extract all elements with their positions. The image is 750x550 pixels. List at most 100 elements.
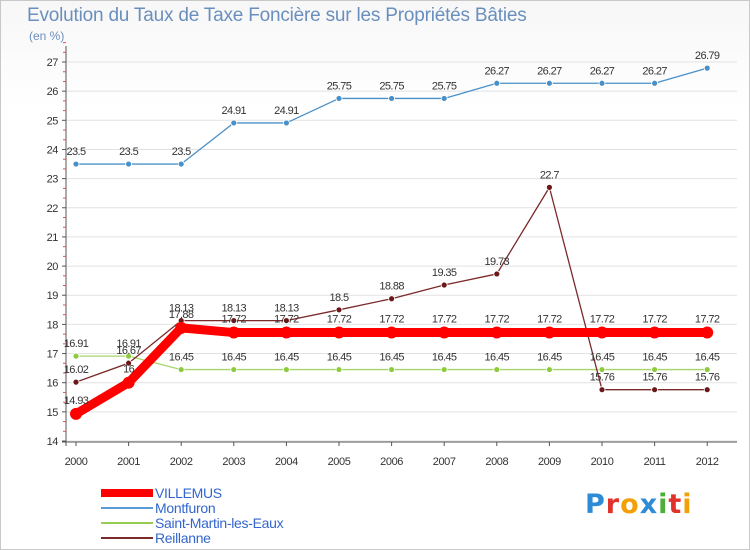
data-label-saint-martin-les-eaux: 16.45 (432, 352, 457, 364)
data-point-reillanne (651, 386, 658, 394)
series-reillanne (72, 183, 711, 394)
data-point-saint-martin-les-eaux (598, 366, 606, 373)
data-point-montfuron (335, 95, 343, 102)
data-point-montfuron (177, 160, 185, 168)
data-point-villemus (122, 376, 135, 389)
x-tick-label: 2012 (696, 456, 719, 468)
proxiti-logo: Proxiti (585, 489, 693, 520)
data-point-villemus (280, 326, 293, 339)
y-tick-label: 16 (47, 378, 59, 390)
logo-letter: x (639, 489, 659, 520)
data-point-villemus (543, 326, 556, 339)
x-tick-label: 2009 (538, 456, 561, 468)
data-point-saint-martin-les-eaux (703, 366, 711, 373)
logo-letter: i (658, 489, 669, 520)
legend-swatch-saint-martin-les-eaux (101, 522, 153, 524)
data-label-saint-martin-les-eaux: 16.45 (642, 352, 667, 364)
data-point-reillanne (440, 281, 448, 289)
data-point-montfuron (388, 95, 396, 102)
data-label-saint-martin-les-eaux: 16.45 (537, 352, 562, 364)
logo-letter: P (585, 489, 606, 520)
y-tick-label: 14 (47, 436, 59, 448)
data-label-villemus: 17.72 (432, 314, 457, 326)
data-point-saint-martin-les-eaux (230, 366, 238, 373)
series-villemus (70, 321, 714, 420)
data-point-saint-martin-les-eaux (282, 366, 290, 373)
y-tick-label: 23 (47, 174, 59, 186)
data-label-reillanne: 18.13 (169, 303, 194, 315)
legend-swatch-montfuron (101, 507, 153, 509)
y-tick-label: 26 (47, 86, 59, 98)
data-label-saint-martin-les-eaux: 16.45 (695, 352, 720, 364)
x-tick-label: 2002 (170, 456, 193, 468)
data-point-reillanne (598, 386, 606, 394)
data-label-saint-martin-les-eaux: 16.45 (590, 352, 615, 364)
data-label-montfuron: 23.5 (172, 146, 191, 158)
data-point-saint-martin-les-eaux (72, 352, 80, 360)
y-tick-label: 21 (47, 232, 59, 244)
x-tick-label: 2005 (328, 456, 351, 468)
data-label-reillanne: 16.02 (64, 364, 89, 376)
data-point-montfuron (546, 79, 553, 87)
data-label-saint-martin-les-eaux: 16.45 (222, 352, 247, 364)
data-point-reillanne (230, 317, 238, 324)
data-label-villemus: 17.72 (642, 314, 667, 326)
data-label-reillanne: 22.7 (540, 169, 559, 181)
data-point-villemus (701, 326, 714, 339)
data-point-villemus (490, 326, 503, 339)
y-tick-label: 22 (47, 203, 59, 215)
data-label-montfuron: 24.91 (274, 105, 299, 117)
data-label-reillanne: 16.67 (116, 345, 141, 357)
data-label-reillanne: 18.88 (379, 281, 404, 293)
data-label-reillanne: 18.13 (274, 303, 299, 315)
chart-title: Evolution du Taux de Taxe Foncière sur l… (27, 5, 527, 26)
x-tick-label: 2004 (275, 456, 298, 468)
legend-swatch-villemus (101, 489, 153, 497)
y-tick-label: 19 (47, 290, 59, 302)
y-tick-label: 20 (47, 261, 59, 273)
data-point-villemus (385, 326, 398, 339)
data-point-villemus (175, 321, 188, 334)
data-label-villemus: 17.72 (222, 314, 247, 326)
data-label-montfuron: 26.27 (485, 65, 510, 77)
data-point-saint-martin-les-eaux (546, 366, 553, 373)
data-label-villemus: 17.72 (485, 314, 510, 326)
data-label-montfuron: 24.91 (222, 105, 247, 117)
data-label-villemus: 16 (123, 364, 135, 376)
series-montfuron (72, 64, 711, 168)
data-point-montfuron (72, 160, 80, 168)
data-label-montfuron: 26.27 (590, 65, 615, 77)
data-point-saint-martin-les-eaux (388, 366, 396, 373)
y-tick-label: 18 (47, 319, 59, 331)
x-tick-label: 2011 (644, 456, 666, 468)
data-label-villemus: 17.72 (274, 314, 299, 326)
data-label-montfuron: 23.5 (66, 146, 85, 158)
data-point-montfuron (493, 79, 501, 87)
logo-letter: i (682, 489, 693, 520)
data-point-montfuron (703, 64, 711, 72)
data-point-reillanne (546, 183, 553, 191)
data-label-villemus: 17.72 (327, 314, 352, 326)
data-label-saint-martin-les-eaux: 16.45 (169, 352, 194, 364)
data-label-montfuron: 26.79 (695, 50, 720, 62)
data-point-montfuron (440, 95, 448, 102)
data-label-villemus: 17.88 (169, 309, 194, 321)
data-label-montfuron: 25.75 (327, 80, 352, 92)
data-label-saint-martin-les-eaux: 16.45 (485, 352, 510, 364)
data-label-saint-martin-les-eaux: 16.45 (379, 352, 404, 364)
data-point-reillanne (125, 359, 132, 367)
data-label-montfuron: 26.27 (537, 65, 562, 77)
data-label-villemus: 17.72 (695, 314, 720, 326)
data-point-reillanne (388, 295, 396, 303)
data-label-reillanne: 15.76 (695, 372, 720, 384)
legend-swatch-reillanne (101, 537, 153, 539)
data-point-saint-martin-les-eaux (493, 366, 501, 373)
data-label-saint-martin-les-eaux: 16.91 (64, 338, 89, 350)
x-tick-label: 2010 (591, 456, 614, 468)
data-point-villemus (648, 326, 661, 339)
data-label-villemus: 17.72 (590, 314, 615, 326)
data-label-montfuron: 25.75 (379, 80, 404, 92)
data-point-reillanne (493, 270, 501, 278)
